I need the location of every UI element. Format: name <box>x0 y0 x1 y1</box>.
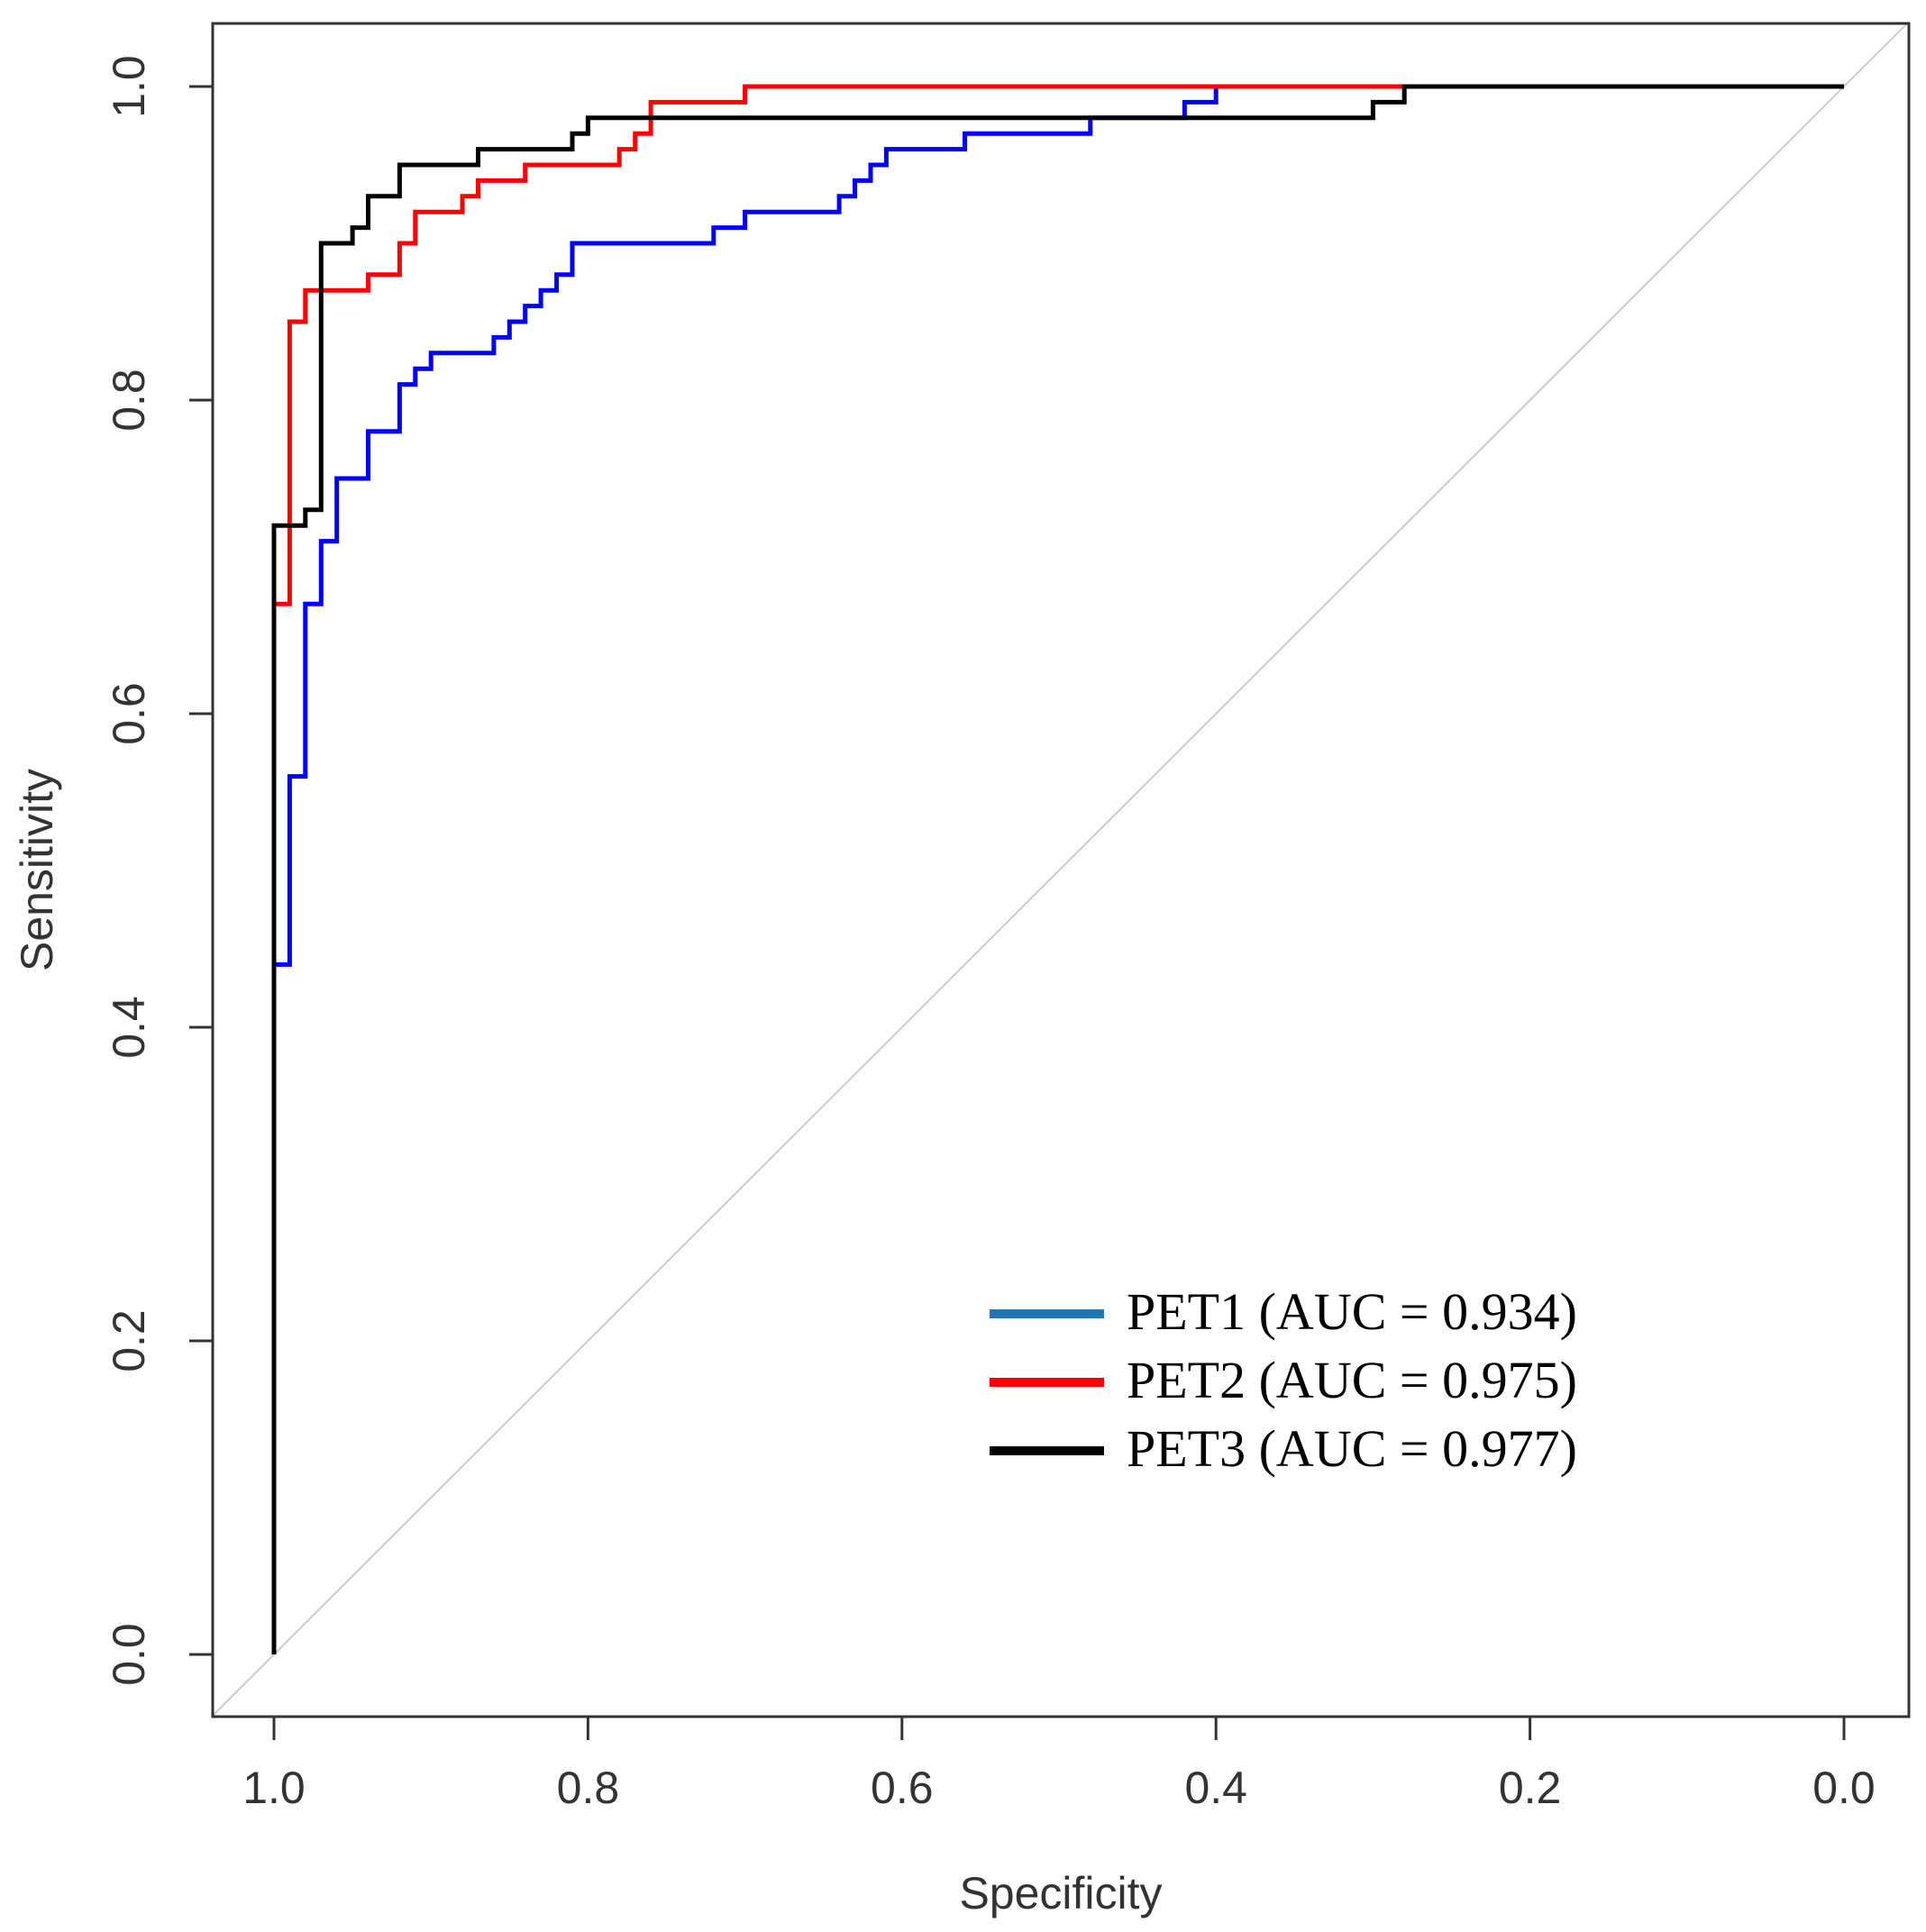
y-axis-title: Sensitivity <box>12 769 62 971</box>
y-tick-label: 0.4 <box>104 996 154 1059</box>
y-tick-label: 0.8 <box>104 369 154 432</box>
legend-label-pet3: PET3 (AUC = 0.977) <box>1127 1419 1577 1478</box>
legend: PET1 (AUC = 0.934) PET2 (AUC = 0.975) PET3… <box>990 1282 1577 1478</box>
x-tick-label: 0.2 <box>1499 1763 1562 1813</box>
y-tick-label: 1.0 <box>104 55 154 118</box>
series-layer <box>271 84 1844 1654</box>
series-line-pet2 <box>271 84 1844 1654</box>
x-tick-label: 0.6 <box>871 1763 934 1813</box>
x-tick-label: 1.0 <box>242 1763 306 1813</box>
x-tick-label: 0.4 <box>1184 1763 1247 1813</box>
reference-diagonal <box>210 23 1908 1718</box>
y-tick-label: 0.2 <box>104 1309 154 1372</box>
legend-label-pet2: PET2 (AUC = 0.975) <box>1127 1351 1577 1409</box>
x-axis: 1.0 0.8 0.6 0.4 0.2 0.0 <box>242 1715 1876 1813</box>
x-axis-title: Specificity <box>959 1868 1162 1918</box>
series-line-pet1 <box>271 84 1844 1654</box>
legend-label-pet1: PET1 (AUC = 0.934) <box>1127 1282 1577 1341</box>
x-tick-label: 0.0 <box>1812 1763 1876 1813</box>
series-line-pet3 <box>271 84 1844 1654</box>
y-axis: 0.0 0.2 0.4 0.6 0.8 1.0 <box>104 55 215 1686</box>
x-tick-label: 0.8 <box>557 1763 620 1813</box>
y-tick-label: 0.0 <box>104 1623 154 1686</box>
y-tick-label: 0.6 <box>104 682 154 745</box>
